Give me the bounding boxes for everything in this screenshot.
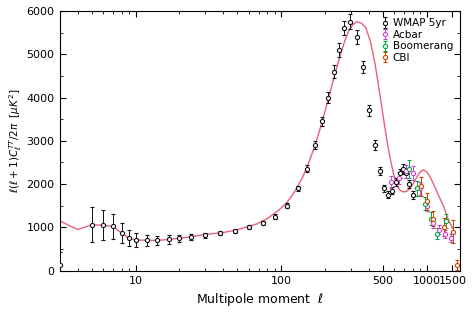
X-axis label: Multipole moment  $\ell$: Multipole moment $\ell$: [196, 291, 324, 308]
Legend: WMAP 5yr, Acbar, Boomerang, CBI: WMAP 5yr, Acbar, Boomerang, CBI: [380, 16, 455, 65]
Y-axis label: $\ell(\ell+1)C_\ell^{TT}/2\pi$  [$\mu K^2$]: $\ell(\ell+1)C_\ell^{TT}/2\pi$ [$\mu K^2…: [7, 89, 24, 193]
